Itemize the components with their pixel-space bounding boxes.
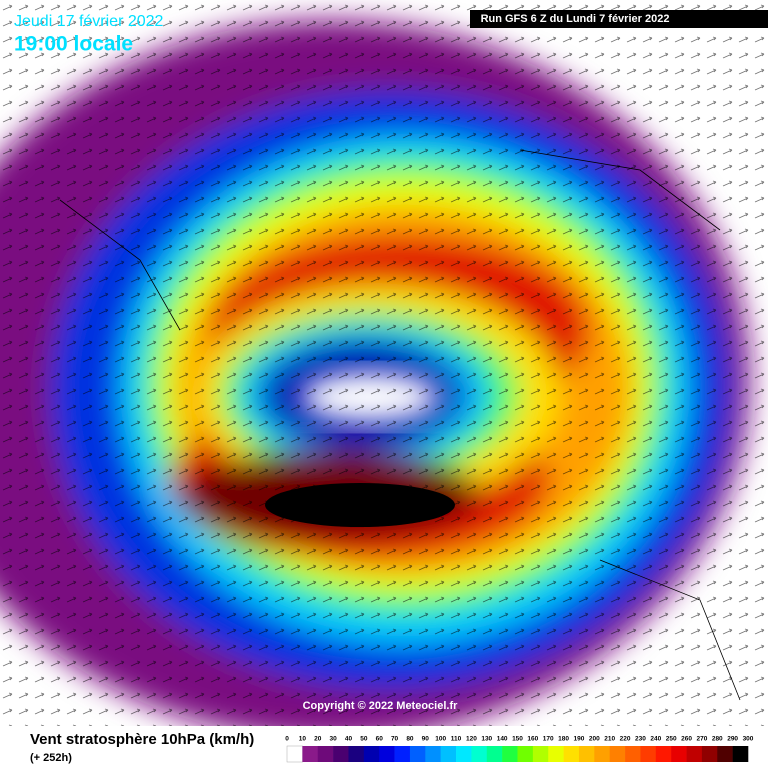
colorbar-tick-label: 230	[635, 736, 646, 743]
colorbar-cell	[594, 746, 610, 762]
colorbar-tick-label: 290	[727, 736, 738, 743]
date-label: Jeudi 17 février 2022	[14, 13, 164, 30]
colorbar-cell	[333, 746, 349, 762]
colorbar-tick-label: 260	[681, 736, 692, 743]
wind-field	[0, 0, 768, 740]
colorbar-tick-label: 70	[391, 736, 399, 743]
colorbar-cell	[440, 746, 457, 762]
colorbar-tick-label: 190	[574, 736, 585, 743]
coastlines	[59, 149, 741, 701]
colorbar-cell	[302, 746, 319, 762]
colorbar-tick-label: 140	[497, 736, 508, 743]
colorbar-tick-label: 220	[620, 736, 631, 743]
colorbar-tick-label: 150	[512, 736, 523, 743]
colorbar-tick-label: 50	[360, 736, 368, 743]
colorbar-tick-label: 110	[451, 736, 462, 743]
colorbar-cell	[701, 746, 718, 762]
colorbar-tick-label: 30	[329, 736, 337, 743]
colorbar-cell	[348, 746, 365, 762]
colorbar-cell	[425, 746, 441, 762]
colorbar-cell	[394, 746, 411, 762]
legend-title: Vent stratosphère 10hPa (km/h)	[30, 731, 254, 748]
colorbar-cell	[686, 746, 703, 762]
colorbar-tick-label: 280	[712, 736, 723, 743]
colorbar-tick-label: 170	[543, 736, 554, 743]
colorbar-tick-label: 210	[604, 736, 615, 743]
copyright: Copyright © 2022 Meteociel.fr	[303, 700, 459, 712]
colorbar-cell	[609, 746, 626, 762]
colorbar-cell	[717, 746, 733, 762]
colorbar-cell	[563, 746, 580, 762]
lead-time: (+ 252h)	[30, 752, 72, 764]
colorbar-tick-label: 90	[422, 736, 430, 743]
colorbar-cell	[517, 746, 534, 762]
colorbar-tick-label: 270	[696, 736, 707, 743]
colorbar-cell	[379, 746, 395, 762]
colorbar-tick-label: 130	[481, 736, 492, 743]
colorbar-tick-label: 200	[589, 736, 600, 743]
colorbar-tick-label: 100	[435, 736, 446, 743]
colorbar-cell	[625, 746, 641, 762]
run-label: Run GFS 6 Z du Lundi 7 février 2022	[481, 13, 670, 25]
colorbar-tick-label: 0	[285, 736, 289, 743]
colorbar-cell	[532, 746, 549, 762]
colorbar-cell	[502, 746, 518, 762]
colorbar-cell	[456, 746, 472, 762]
colorbar-cell	[471, 746, 488, 762]
colorbar-cell	[286, 745, 303, 763]
colorbar-tick-label: 120	[466, 736, 477, 743]
colorbar-tick-label: 80	[406, 736, 414, 743]
colorbar-tick-label: 10	[299, 736, 307, 743]
colorbar-tick-label: 40	[345, 736, 353, 743]
colorbar-cell	[486, 746, 503, 762]
colorbar-tick-label: 250	[666, 736, 677, 743]
colorbar-tick-label: 160	[527, 736, 538, 743]
colorbar-tick-label: 60	[376, 736, 384, 743]
wind-arrows	[0, 0, 768, 726]
colorbar-cell	[317, 746, 334, 762]
colorbar-tick-label: 300	[743, 736, 754, 743]
colorbar-tick-label: 180	[558, 736, 569, 743]
colorbar-tick-label: 240	[650, 736, 661, 743]
colorbar-cell	[578, 746, 595, 762]
colorbar-cell	[671, 746, 687, 762]
colorbar-cell	[732, 746, 749, 762]
colorbar-cell	[363, 746, 380, 762]
colorbar-cell	[548, 746, 564, 762]
colorbar-cell	[409, 746, 426, 762]
colorbar-tick-label: 20	[314, 736, 322, 743]
run-box	[470, 10, 768, 28]
time-label: 19:00 locale	[14, 33, 133, 56]
colorbar-cell	[640, 746, 657, 762]
colorbar-cell	[655, 746, 672, 762]
colorbar: 0 10 20 30 40 50 60 70 80 90 100 110 120 130 140 150 160…	[285, 736, 754, 763]
